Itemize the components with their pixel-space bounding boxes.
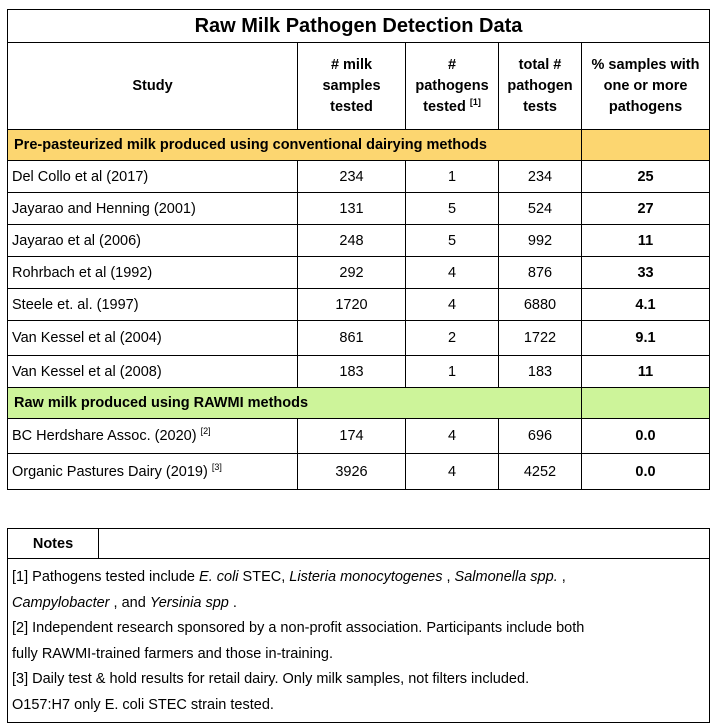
header-row: Study # milk samples tested # pathogens test… — [7, 42, 711, 130]
notes-label: Notes — [7, 528, 99, 559]
table-row: Del Collo et al (2017) 234 1 234 25 — [7, 160, 711, 193]
table-row: Organic Pastures Dairy (2019) [3] 3926 4 42… — [7, 453, 711, 490]
table-row: Steele et. al. (1997) 1720 4 6880 4.1 — [7, 288, 711, 321]
note-4: O157:H7 only E. coli STEC strain tested. — [12, 696, 274, 713]
note-1: [1] Pathogens tested include E. coli STE… — [12, 569, 566, 611]
footnote-ref-1: [1] — [469, 96, 481, 107]
header-total: total # pathogen tests — [498, 42, 582, 130]
footnote-ref-3: [3] — [211, 461, 222, 472]
section-row-rawmi: Raw milk produced using RAWMI methods — [7, 387, 711, 419]
table-row: BC Herdshare Assoc. (2020) [2] 174 4 696 0.0 — [7, 418, 711, 454]
note-2: [2] Independent research sponsored by a … — [12, 620, 585, 662]
pathogen-data-table: Raw Milk Pathogen Detection Data Study #… — [6, 9, 711, 490]
header-samples: # milk samples tested — [297, 42, 406, 130]
section-label: Raw milk produced using RAWMI methods — [7, 387, 582, 419]
table-row: Van Kessel et al (2004) 861 2 1722 9.1 — [7, 320, 711, 356]
footnote-ref-2: [2] — [200, 426, 211, 436]
table-row: Jayarao et al (2006) 248 5 992 11 — [7, 224, 711, 257]
table-row: Jayarao and Henning (2001) 131 5 524 27 — [7, 192, 711, 225]
table-row: Van Kessel et al (2008) 183 1 183 11 — [7, 355, 711, 388]
header-pct: % samples with one or more pathogens — [580, 42, 711, 130]
note-3: [3] Daily test & hold results for retail… — [12, 671, 530, 687]
header-study: Study — [7, 42, 298, 130]
section-row-conventional: Pre-pasteurized milk produced using conv… — [7, 129, 711, 161]
header-pathogens: # pathogens tested [1] — [405, 42, 499, 130]
table-row: Rohrbach et al (1992) 292 4 876 33 — [7, 256, 711, 289]
section-label: Pre-pasteurized milk produced using conv… — [7, 129, 582, 161]
table-title: Raw Milk Pathogen Detection Data — [6, 9, 711, 43]
notes-table: Notes [1] Pathogens tested include E. co… — [7, 528, 710, 723]
notes-body: [1] Pathogens tested include E. coli STE… — [7, 558, 710, 723]
